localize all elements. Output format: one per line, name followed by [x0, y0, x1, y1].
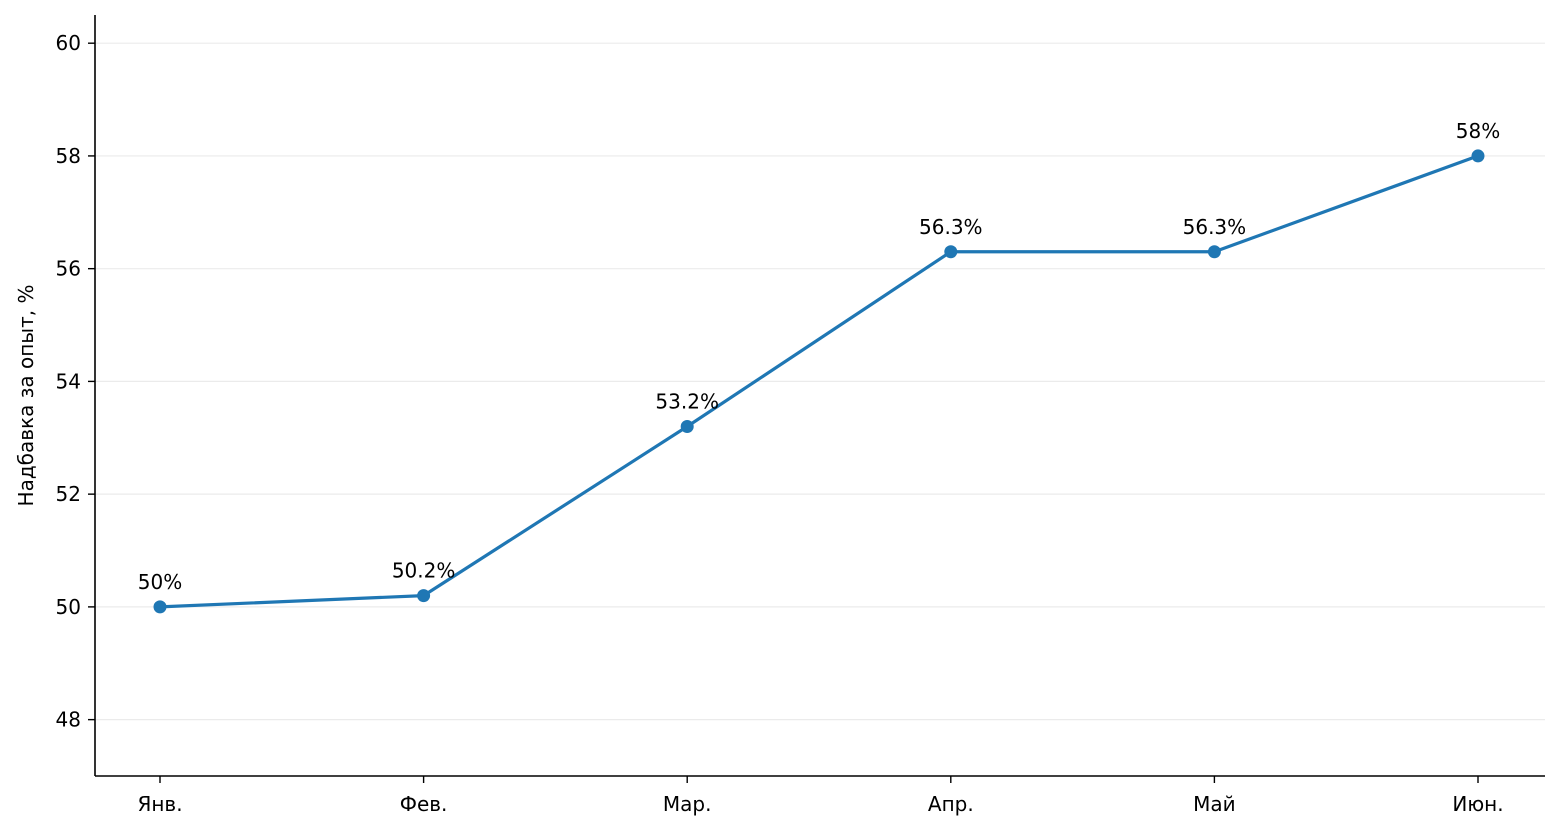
y-tick-label: 54	[56, 369, 81, 393]
x-tick-label: Апр.	[928, 792, 974, 816]
y-tick-label: 58	[56, 144, 81, 168]
series-layer: 50% 50.2% 53.2% 56.3% 56.3% 58%	[138, 119, 1500, 614]
data-label: 50.2%	[392, 559, 456, 583]
data-label: 58%	[1456, 119, 1500, 143]
x-tick-label: Фев.	[400, 792, 448, 816]
grid-lines	[95, 42, 1545, 721]
data-point	[680, 420, 694, 434]
data-label: 50%	[138, 570, 182, 594]
x-tick-label: Мар.	[663, 792, 712, 816]
data-label: 56.3%	[919, 215, 983, 239]
x-tick-label: Май	[1193, 792, 1236, 816]
y-tick-label: 56	[56, 257, 81, 281]
x-tick-label: Июн.	[1452, 792, 1503, 816]
series-line	[159, 154, 1479, 609]
data-point	[153, 600, 167, 614]
x-axis-ticks: Янв. Фев. Мар. Апр. Май Июн.	[137, 776, 1504, 816]
data-point	[944, 245, 958, 259]
y-tick-label: 48	[56, 708, 81, 732]
data-label: 56.3%	[1183, 215, 1247, 239]
axes	[94, 15, 1545, 777]
data-label: 53.2%	[655, 390, 719, 414]
data-point	[1207, 245, 1221, 259]
x-tick-label: Янв.	[137, 792, 182, 816]
data-point	[1471, 149, 1485, 163]
y-tick-label: 50	[56, 595, 81, 619]
data-point	[417, 589, 431, 603]
y-axis-title: Надбавка за опыт, %	[14, 285, 38, 507]
y-tick-label: 52	[56, 482, 81, 506]
y-tick-label: 60	[56, 31, 81, 55]
y-axis-ticks: 48 50 52 54 56 58 60	[56, 31, 95, 732]
